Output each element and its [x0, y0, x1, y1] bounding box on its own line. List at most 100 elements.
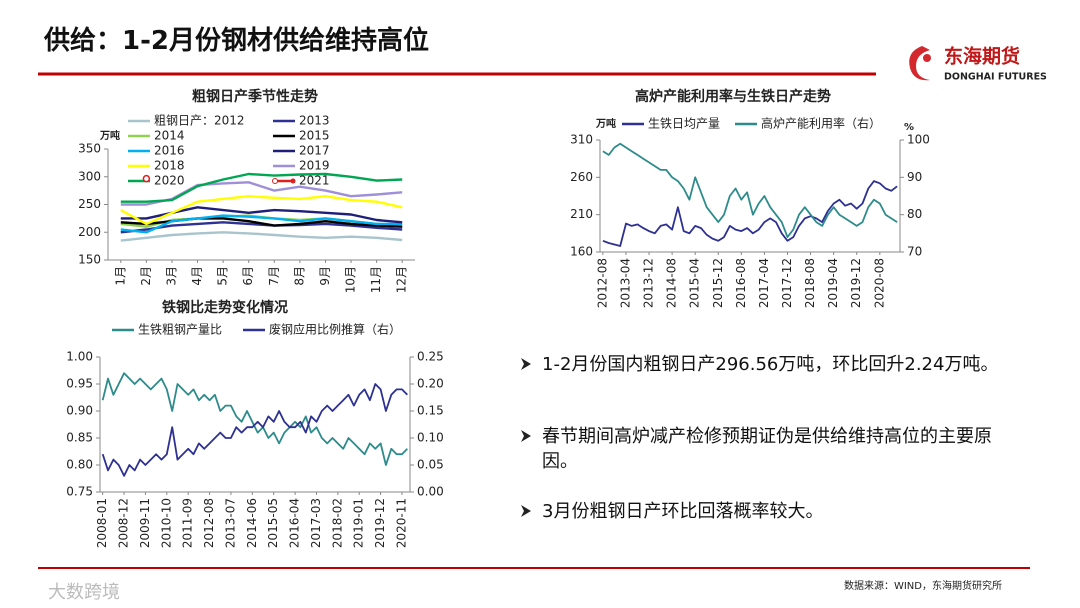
x-tick-label: 1月	[113, 266, 127, 286]
x-tick-label: 2018-08	[803, 258, 817, 308]
source-note: 数据来源：WIND，东海期货研究所	[843, 581, 1002, 592]
y2-tick-label: 70	[907, 245, 922, 259]
series-marker	[142, 174, 151, 183]
watermark: 大数跨境	[48, 582, 120, 603]
y2-tick-label: 90	[907, 170, 922, 184]
legend-label: 2016	[154, 144, 185, 158]
x-tick-label: 2008-01	[95, 498, 109, 548]
bullet: 春节期间高炉减产检修预期证伪是供给维持高位的主要原因。	[542, 426, 992, 472]
legend-label: 2017	[299, 144, 330, 158]
x-tick-label: 2010-10	[159, 498, 173, 548]
legend-label: 粗钢日产：2012	[154, 114, 245, 128]
x-tick-label: 9月	[318, 266, 332, 286]
x-tick-label: 2009-11	[138, 498, 152, 548]
chart-title: 高炉产能利用率与生铁日产走势	[635, 88, 831, 105]
x-tick-label: 2020-08	[872, 258, 886, 308]
y-tick-label: 260	[570, 170, 593, 184]
bullet: 1-2月份国内粗钢日产296.56万吨，环比回升2.24万吨。	[542, 354, 999, 375]
y-tick-label: 350	[78, 142, 101, 156]
x-tick-label: 11月	[369, 266, 383, 293]
legend-label: 2021	[299, 174, 330, 188]
series-line	[120, 172, 403, 203]
y-tick-label: 310	[570, 133, 593, 147]
y2-tick-label: 0.15	[417, 404, 444, 418]
y-tick-label: 0.75	[66, 485, 93, 499]
chart-title: 粗钢日产季节性走势	[192, 88, 318, 105]
y2-tick-label: 80	[907, 207, 922, 221]
chart-title: 铁钢比走势变化情况	[162, 299, 288, 316]
x-tick-label: 2017-12	[780, 258, 794, 308]
legend-label: 2018	[154, 159, 185, 173]
legend-label: 生铁日均产量	[648, 117, 720, 131]
x-tick-label: 2014-06	[245, 498, 259, 548]
series-line	[120, 217, 403, 228]
y-tick-label: 0.80	[66, 458, 93, 472]
x-tick-label: 2016-04	[288, 498, 302, 548]
y-tick-label: 150	[78, 253, 101, 267]
series-line	[120, 195, 403, 226]
series-line	[101, 383, 408, 477]
x-tick-label: 2017-04	[757, 258, 771, 308]
x-tick-label: 2014-08	[665, 258, 679, 308]
x-tick-label: 2013-12	[642, 258, 656, 308]
legend-marker	[290, 178, 296, 184]
y2-tick-label: 0.25	[417, 350, 444, 364]
series-line	[120, 231, 403, 242]
x-tick-label: 2018-02	[330, 498, 344, 548]
y-tick-label: 200	[78, 225, 101, 239]
x-tick-label: 2012-08	[202, 498, 216, 548]
y-tick-label: 160	[570, 245, 593, 259]
x-tick-label: 6月	[241, 266, 255, 286]
x-tick-label: 2008-12	[117, 498, 131, 548]
x-tick-label: 8月	[292, 266, 306, 286]
legend-label: 2014	[154, 129, 185, 143]
bullet-icons	[521, 358, 531, 517]
legend-label: 高炉产能利用率（右）	[761, 116, 881, 131]
x-tick-label: 2月	[139, 266, 153, 286]
x-tick-label: 5月	[216, 266, 230, 286]
x-tick-label: 2019-01	[352, 498, 366, 548]
y-unit: 万吨	[99, 129, 120, 142]
y2-tick-label: 0.10	[417, 431, 444, 445]
x-tick-label: 4月	[190, 266, 204, 286]
series-line	[120, 214, 403, 234]
x-tick-label: 2019-12	[849, 258, 863, 308]
series-line	[602, 142, 898, 238]
legend-label: 废钢应用比例推算（右）	[269, 322, 401, 337]
logo-english: DONGHAI FUTURES	[944, 72, 1047, 83]
y-tick-label: 0.95	[66, 377, 93, 391]
logo-icon	[909, 46, 931, 81]
legend-label: 2019	[299, 159, 330, 173]
x-tick-label: 2013-04	[618, 258, 632, 308]
series-line	[120, 221, 403, 234]
slide-title: 供给：1-2月份钢材供给维持高位	[44, 26, 429, 56]
y2-tick-label: 0.00	[417, 485, 444, 499]
y-tick-label: 0.85	[66, 431, 93, 445]
y2-unit: %	[904, 122, 914, 133]
y-tick-label: 0.90	[66, 404, 93, 418]
y2-tick-label: 100	[907, 133, 930, 147]
y-tick-label: 1.00	[66, 350, 93, 364]
y-tick-label: 300	[78, 169, 101, 183]
series-line	[101, 372, 408, 466]
x-tick-label: 2017-03	[309, 498, 323, 548]
x-tick-label: 2020-11	[394, 498, 408, 548]
x-tick-label: 2016-08	[734, 258, 748, 308]
legend-label: 生铁粗钢产量比	[138, 323, 222, 337]
x-tick-label: 2015-05	[266, 498, 280, 548]
x-tick-label: 2012-08	[595, 258, 609, 308]
x-tick-label: 2019-12	[373, 498, 387, 548]
x-tick-label: 3月	[164, 266, 178, 286]
y-unit: 万吨	[595, 117, 616, 130]
legend-label: 2013	[299, 114, 330, 128]
x-tick-label: 12月	[395, 266, 409, 293]
x-tick-label: 10月	[344, 266, 358, 293]
x-tick-label: 2013-07	[223, 498, 237, 548]
x-tick-label: 2015-04	[688, 258, 702, 308]
bullet: 3月份粗钢日产环比回落概率较大。	[542, 501, 824, 522]
legend-marker	[272, 178, 278, 184]
legend-label: 2020	[154, 174, 185, 188]
series-line	[120, 206, 403, 224]
